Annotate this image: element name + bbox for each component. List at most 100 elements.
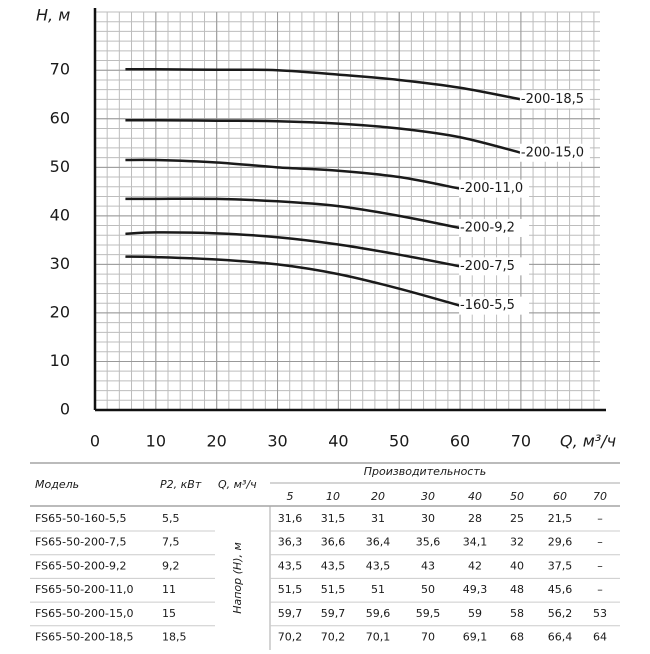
curve: [125, 67, 522, 101]
y-tick-label: 10: [50, 351, 70, 370]
y-tick-label: 40: [50, 205, 70, 224]
value-cell: 36,6: [321, 536, 346, 549]
label-bg: [459, 218, 530, 237]
value-cell: 43,5: [278, 559, 303, 572]
value-cell: 70,2: [321, 631, 346, 644]
power-cell: 18,5: [162, 631, 187, 644]
series-label: -160-5,5: [460, 298, 515, 313]
value-cell: 21,5: [548, 512, 573, 525]
model-cell: FS65-50-200-7,5: [35, 536, 127, 549]
power-cell: 11: [162, 583, 176, 596]
value-cell: 69,1: [463, 631, 488, 644]
y-axis-label: H, м: [36, 6, 70, 25]
value-cell: 68: [510, 631, 524, 644]
col-header: Производительность: [364, 465, 487, 478]
value-cell: 43,5: [321, 559, 346, 572]
flow-header: 40: [468, 490, 482, 503]
value-cell: 35,6: [416, 536, 441, 549]
value-cell: 58: [510, 607, 524, 620]
label-bg: [459, 179, 530, 198]
series-label: -200-9,2: [460, 220, 515, 235]
flow-header: 60: [553, 490, 567, 503]
series-label: -200-15,0: [521, 145, 584, 160]
value-cell: 36,4: [366, 536, 391, 549]
x-tick-label: 60: [450, 432, 470, 451]
model-cell: FS65-50-200-9,2: [35, 559, 127, 572]
series-label: -200-11,0: [460, 181, 523, 196]
label-bg: [519, 143, 590, 162]
y-tick-label: 0: [60, 400, 70, 419]
value-cell: 31,5: [321, 512, 346, 525]
model-cell: FS65-50-200-15,0: [35, 607, 134, 620]
value-cell: 59,5: [416, 607, 441, 620]
value-cell: –: [597, 536, 603, 549]
x-tick-label: 50: [389, 432, 409, 451]
x-tick-label: 30: [267, 432, 287, 451]
value-cell: 50: [421, 583, 435, 596]
value-cell: 25: [510, 512, 524, 525]
value-cell: 51,5: [321, 583, 346, 596]
value-cell: 37,5: [548, 559, 573, 572]
value-cell: 70,1: [366, 631, 391, 644]
value-cell: 43,5: [366, 559, 391, 572]
power-cell: 9,2: [162, 559, 180, 572]
series-label: -200-7,5: [460, 259, 515, 274]
x-tick-label: 10: [146, 432, 166, 451]
curve: [125, 158, 461, 190]
flow-header: 30: [421, 490, 435, 503]
value-cell: 59: [468, 607, 482, 620]
label-bg: [459, 257, 530, 276]
value-cell: 28: [468, 512, 482, 525]
value-cell: 45,6: [548, 583, 573, 596]
value-cell: 51,5: [278, 583, 303, 596]
flow-header: 20: [371, 490, 385, 503]
col-header: P2, кВт: [160, 478, 202, 491]
curve: [125, 197, 461, 230]
value-cell: 59,7: [321, 607, 346, 620]
y-tick-label: 20: [50, 302, 70, 321]
curve: [125, 255, 461, 307]
grid: [94, 11, 600, 411]
value-cell: 29,6: [548, 536, 573, 549]
model-cell: FS65-50-160-5,5: [35, 512, 127, 525]
x-tick-label: 40: [328, 432, 348, 451]
value-cell: 40: [510, 559, 524, 572]
model-cell: FS65-50-200-18,5: [35, 631, 134, 644]
value-cell: 51: [371, 583, 385, 596]
value-cell: 53: [593, 607, 607, 620]
value-cell: 70,2: [278, 631, 303, 644]
x-tick-label: 70: [511, 432, 531, 451]
value-cell: 64: [593, 631, 607, 644]
power-cell: 5,5: [162, 512, 180, 525]
x-axis-label: Q, м³/ч: [560, 432, 616, 451]
value-cell: 31: [371, 512, 385, 525]
row-group-label: Напор (H), м: [231, 542, 244, 614]
power-cell: 15: [162, 607, 176, 620]
value-cell: 70: [421, 631, 435, 644]
label-bg: [459, 296, 530, 315]
value-cell: 49,3: [463, 583, 488, 596]
y-tick-label: 30: [50, 254, 70, 273]
col-header: Q, м³/ч: [218, 478, 257, 491]
value-cell: 30: [421, 512, 435, 525]
flow-header: 10: [326, 490, 340, 503]
chart: 0 10 20 30 40 50 60 70 0 10 20 30 40 50 60 70 H, м Q, м³/…: [36, 6, 616, 451]
value-cell: 48: [510, 583, 524, 596]
value-cell: 56,2: [548, 607, 573, 620]
y-tick-label: 60: [50, 108, 70, 127]
value-cell: 36,3: [278, 536, 303, 549]
value-cell: 32: [510, 536, 524, 549]
value-cell: –: [597, 583, 603, 596]
value-cell: 43: [421, 559, 435, 572]
x-tick-label: 20: [207, 432, 227, 451]
model-cell: FS65-50-200-11,0: [35, 583, 134, 596]
flow-header: 50: [510, 490, 524, 503]
curve: [125, 231, 461, 268]
power-cell: 7,5: [162, 536, 180, 549]
value-cell: 59,7: [278, 607, 303, 620]
value-cell: 31,6: [278, 512, 303, 525]
value-cell: –: [597, 512, 603, 525]
label-bg: [519, 90, 590, 109]
